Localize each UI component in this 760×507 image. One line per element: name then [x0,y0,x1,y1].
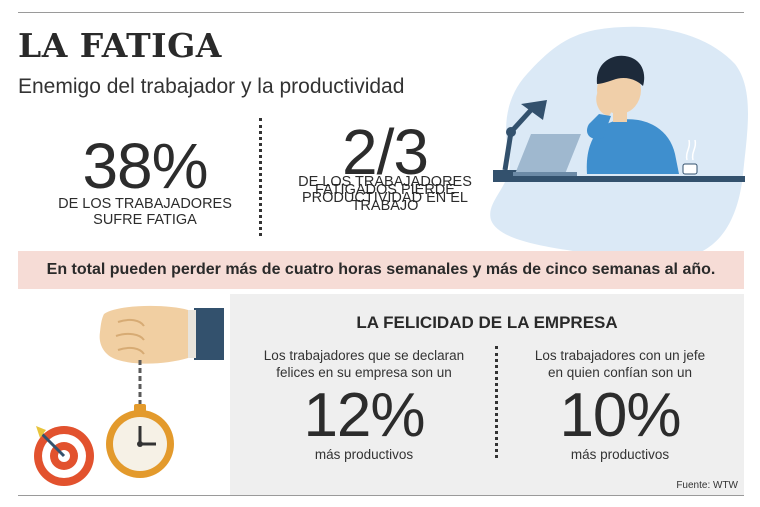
stat-fatigue-share: 38% DE LOS TRABAJADORES SUFRE FATIGA [40,130,250,228]
stat-productivity-loss: 2/3 DE LOS TRABAJADORES FATIGADOS PIERDE… [285,116,485,214]
stat-desc-line: en quien confían son un [547,365,693,380]
top-rule [18,12,744,13]
stat-sub: más productivos [570,447,670,462]
hand-pocketwatch-illustration [34,305,224,486]
dotted-divider [495,346,498,458]
bottom-rule [18,495,744,496]
hand-icon [99,305,224,364]
stat-value: 10% [559,381,681,450]
trusted-boss-stat: Los trabajadores con un jefe en quien co… [510,347,730,462]
desk [493,176,745,182]
tired-worker-illustration [490,26,748,260]
stat-caption-line: DE LOS TRABAJADORES [298,174,472,190]
stat-caption-line: FATIGADOS PIERDE [315,182,455,198]
stat-caption-line: PRODUCTIVIDAD EN EL [302,190,468,206]
pocket-watch-icon [106,404,174,478]
stat-desc-line: felices en su empresa son un [276,365,452,380]
stat-caption-line: DE LOS TRABAJADORES [58,196,232,212]
happiness-panel [230,294,744,495]
stat-desc-line: Los trabajadores que se declaran [263,348,465,363]
laptop-icon [513,134,581,176]
stat-value: 2/3 [342,116,429,188]
page-subtitle: Enemigo del trabajador y la productivida… [18,75,405,98]
source-credit: Fuente: WTW [676,480,738,491]
panel-title: LA FELICIDAD DE LA EMPRESA [356,313,618,332]
stat-caption-line: SUFRE FATIGA [93,212,197,228]
stat-desc-line: Los trabajadores con un jefe [534,348,706,363]
page-title: LA FATIGA [18,26,222,65]
stat-value: 38% [82,130,208,202]
coffee-cup-icon [682,139,698,175]
person-icon [586,55,679,174]
happy-workers-stat: Los trabajadores que se declaran felices… [248,347,480,462]
stat-caption-line: TRABAJO [351,198,419,214]
desk-lamp-icon [493,100,547,176]
dotted-divider [259,118,262,236]
stat-sub: más productivos [314,447,414,462]
stat-value: 12% [303,381,425,450]
summary-banner: En total pueden perder más de cuatro hor… [18,251,744,289]
target-icon [34,426,94,486]
